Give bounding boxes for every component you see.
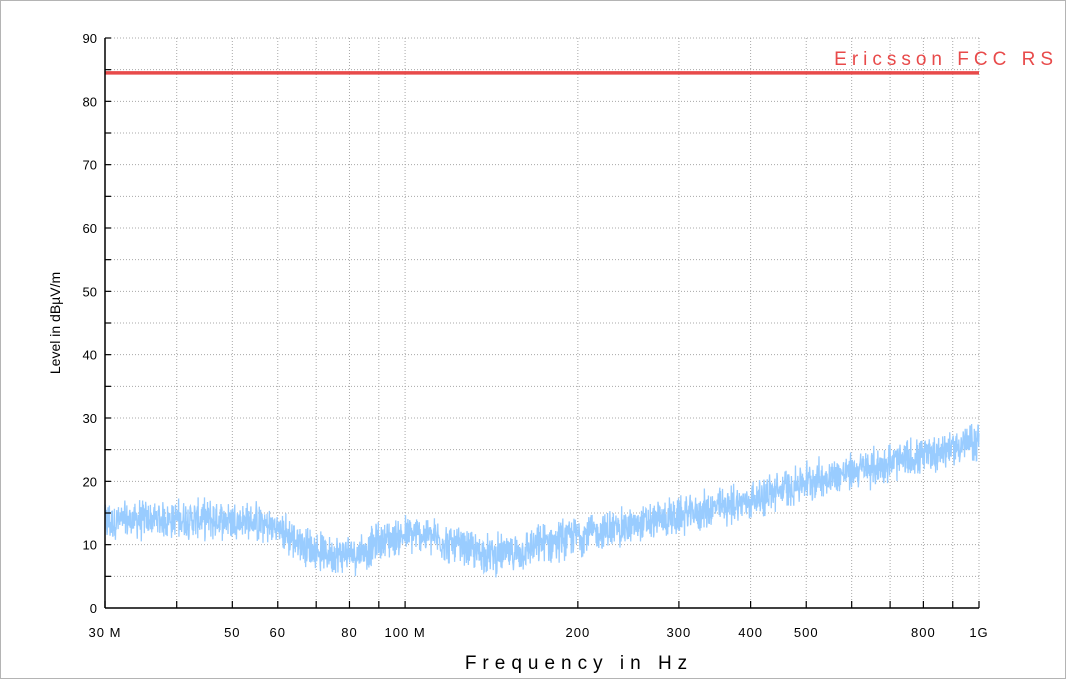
tick-labels: 0 10 20 30 40 50 60 70 80 90 30 M 50 60 80 100 M 200 300… [83, 31, 988, 640]
axes [104, 37, 980, 609]
y-tick-label: 10 [83, 538, 97, 553]
x-tick-label: 1G [969, 625, 988, 640]
plot-area [105, 38, 979, 608]
x-tick-label: 400 [738, 625, 763, 640]
y-tick-label: 40 [83, 348, 97, 363]
y-tick-label: 30 [83, 411, 97, 426]
y-axis-title: Level in dBµV/m [47, 272, 63, 374]
series-layer [104, 423, 980, 578]
limit-line-label: Ericsson FCC RS [834, 49, 1058, 70]
y-tick-label: 60 [83, 221, 97, 236]
x-tick-label: 50 [224, 625, 240, 640]
limit-layer: Ericsson FCC RS [105, 49, 1058, 75]
x-tick-label: 100 M [385, 625, 426, 640]
y-tick-label: 80 [83, 94, 97, 109]
y-tick-label: 20 [83, 474, 97, 489]
x-axis-title: Frequency in Hz [465, 653, 693, 674]
y-tick-label: 0 [90, 601, 97, 616]
x-tick-label: 500 [794, 625, 819, 640]
y-tick-label: 70 [83, 158, 97, 173]
x-tick-label: 200 [566, 625, 591, 640]
y-tick-label: 90 [83, 31, 97, 46]
measured-level-series [104, 423, 980, 578]
x-tick-label: 800 [911, 625, 936, 640]
x-tick-label: 60 [270, 625, 286, 640]
x-tick-label: 300 [667, 625, 692, 640]
x-tick-label: 30 M [89, 625, 122, 640]
y-tick-label: 50 [83, 284, 97, 299]
x-tick-label: 80 [341, 625, 357, 640]
